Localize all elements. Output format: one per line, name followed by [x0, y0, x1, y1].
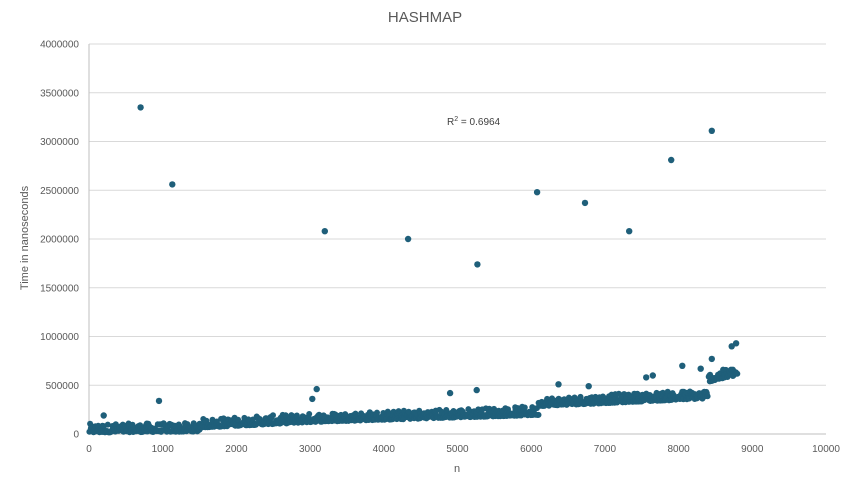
x-tick-label: 3000: [299, 444, 322, 455]
r-squared-symbol: R: [447, 117, 454, 128]
x-tick-label: 6000: [520, 444, 543, 455]
data-point: [708, 127, 715, 134]
y-tick-label: 4000000: [40, 40, 79, 51]
y-axis-ticks: 0 500000 1000000 1500000 2000000 2500000 30000…: [40, 40, 79, 441]
data-point: [321, 228, 328, 235]
data-point: [697, 365, 704, 372]
x-tick-label: 9000: [741, 444, 764, 455]
data-point: [313, 385, 320, 393]
data-point: [679, 362, 686, 369]
data-point: [309, 395, 316, 403]
r-squared-superscript: 2: [454, 116, 458, 123]
data-point: [555, 381, 562, 388]
data-point: [95, 422, 102, 429]
x-axis-ticks: 0 1000 2000 3000 4000 5000 6000 7000 8000 9000 100…: [86, 444, 840, 455]
data-point: [585, 383, 592, 390]
grid-layer: [88, 43, 826, 435]
x-tick-label: 10000: [812, 444, 840, 455]
y-tick-label: 3500000: [40, 88, 79, 99]
data-point: [728, 343, 735, 350]
y-tick-label: 1000000: [40, 332, 79, 343]
data-point: [374, 409, 380, 416]
data-point: [533, 189, 541, 196]
data-point: [169, 181, 176, 188]
x-tick-label: 5000: [446, 444, 469, 455]
data-point: [615, 390, 622, 397]
x-tick-label: 7000: [594, 444, 617, 455]
x-tick-label: 4000: [373, 444, 396, 455]
y-tick-label: 2000000: [40, 235, 79, 246]
data-point: [704, 393, 711, 400]
data-point: [270, 412, 276, 419]
data-point: [235, 416, 242, 423]
data-point: [473, 386, 480, 394]
data-point: [404, 235, 412, 243]
x-tick-label: 2000: [225, 444, 248, 455]
y-axis-title: Time in nanoseconds: [19, 185, 31, 290]
data-point: [649, 372, 656, 379]
data-point: [104, 421, 111, 428]
data-point: [155, 397, 163, 405]
x-axis-title: n: [454, 463, 460, 475]
data-point: [521, 404, 528, 411]
data-point: [446, 389, 454, 397]
r-squared-annotation: R2 = 0.6964: [447, 116, 501, 128]
data-point: [306, 411, 313, 417]
data-point: [342, 411, 349, 418]
data-point: [474, 261, 481, 268]
y-tick-label: 2500000: [40, 186, 79, 197]
y-tick-label: 3000000: [40, 137, 79, 148]
data-point: [668, 156, 675, 164]
data-point: [626, 228, 633, 235]
data-point: [643, 374, 650, 381]
y-tick-label: 500000: [46, 381, 80, 392]
data-point: [100, 412, 107, 419]
y-tick-label: 1500000: [40, 283, 79, 294]
y-tick-label: 0: [73, 430, 79, 441]
x-tick-label: 8000: [667, 444, 690, 455]
data-point: [581, 199, 589, 207]
data-point: [535, 411, 542, 418]
data-point: [734, 370, 741, 377]
x-tick-label: 1000: [152, 444, 175, 455]
data-point: [708, 355, 715, 363]
chart-title: HASHMAP: [388, 9, 462, 26]
r-squared-value: = 0.6964: [458, 117, 500, 128]
data-point: [137, 104, 144, 111]
data-points: [86, 104, 741, 436]
x-tick-label: 0: [86, 444, 92, 455]
